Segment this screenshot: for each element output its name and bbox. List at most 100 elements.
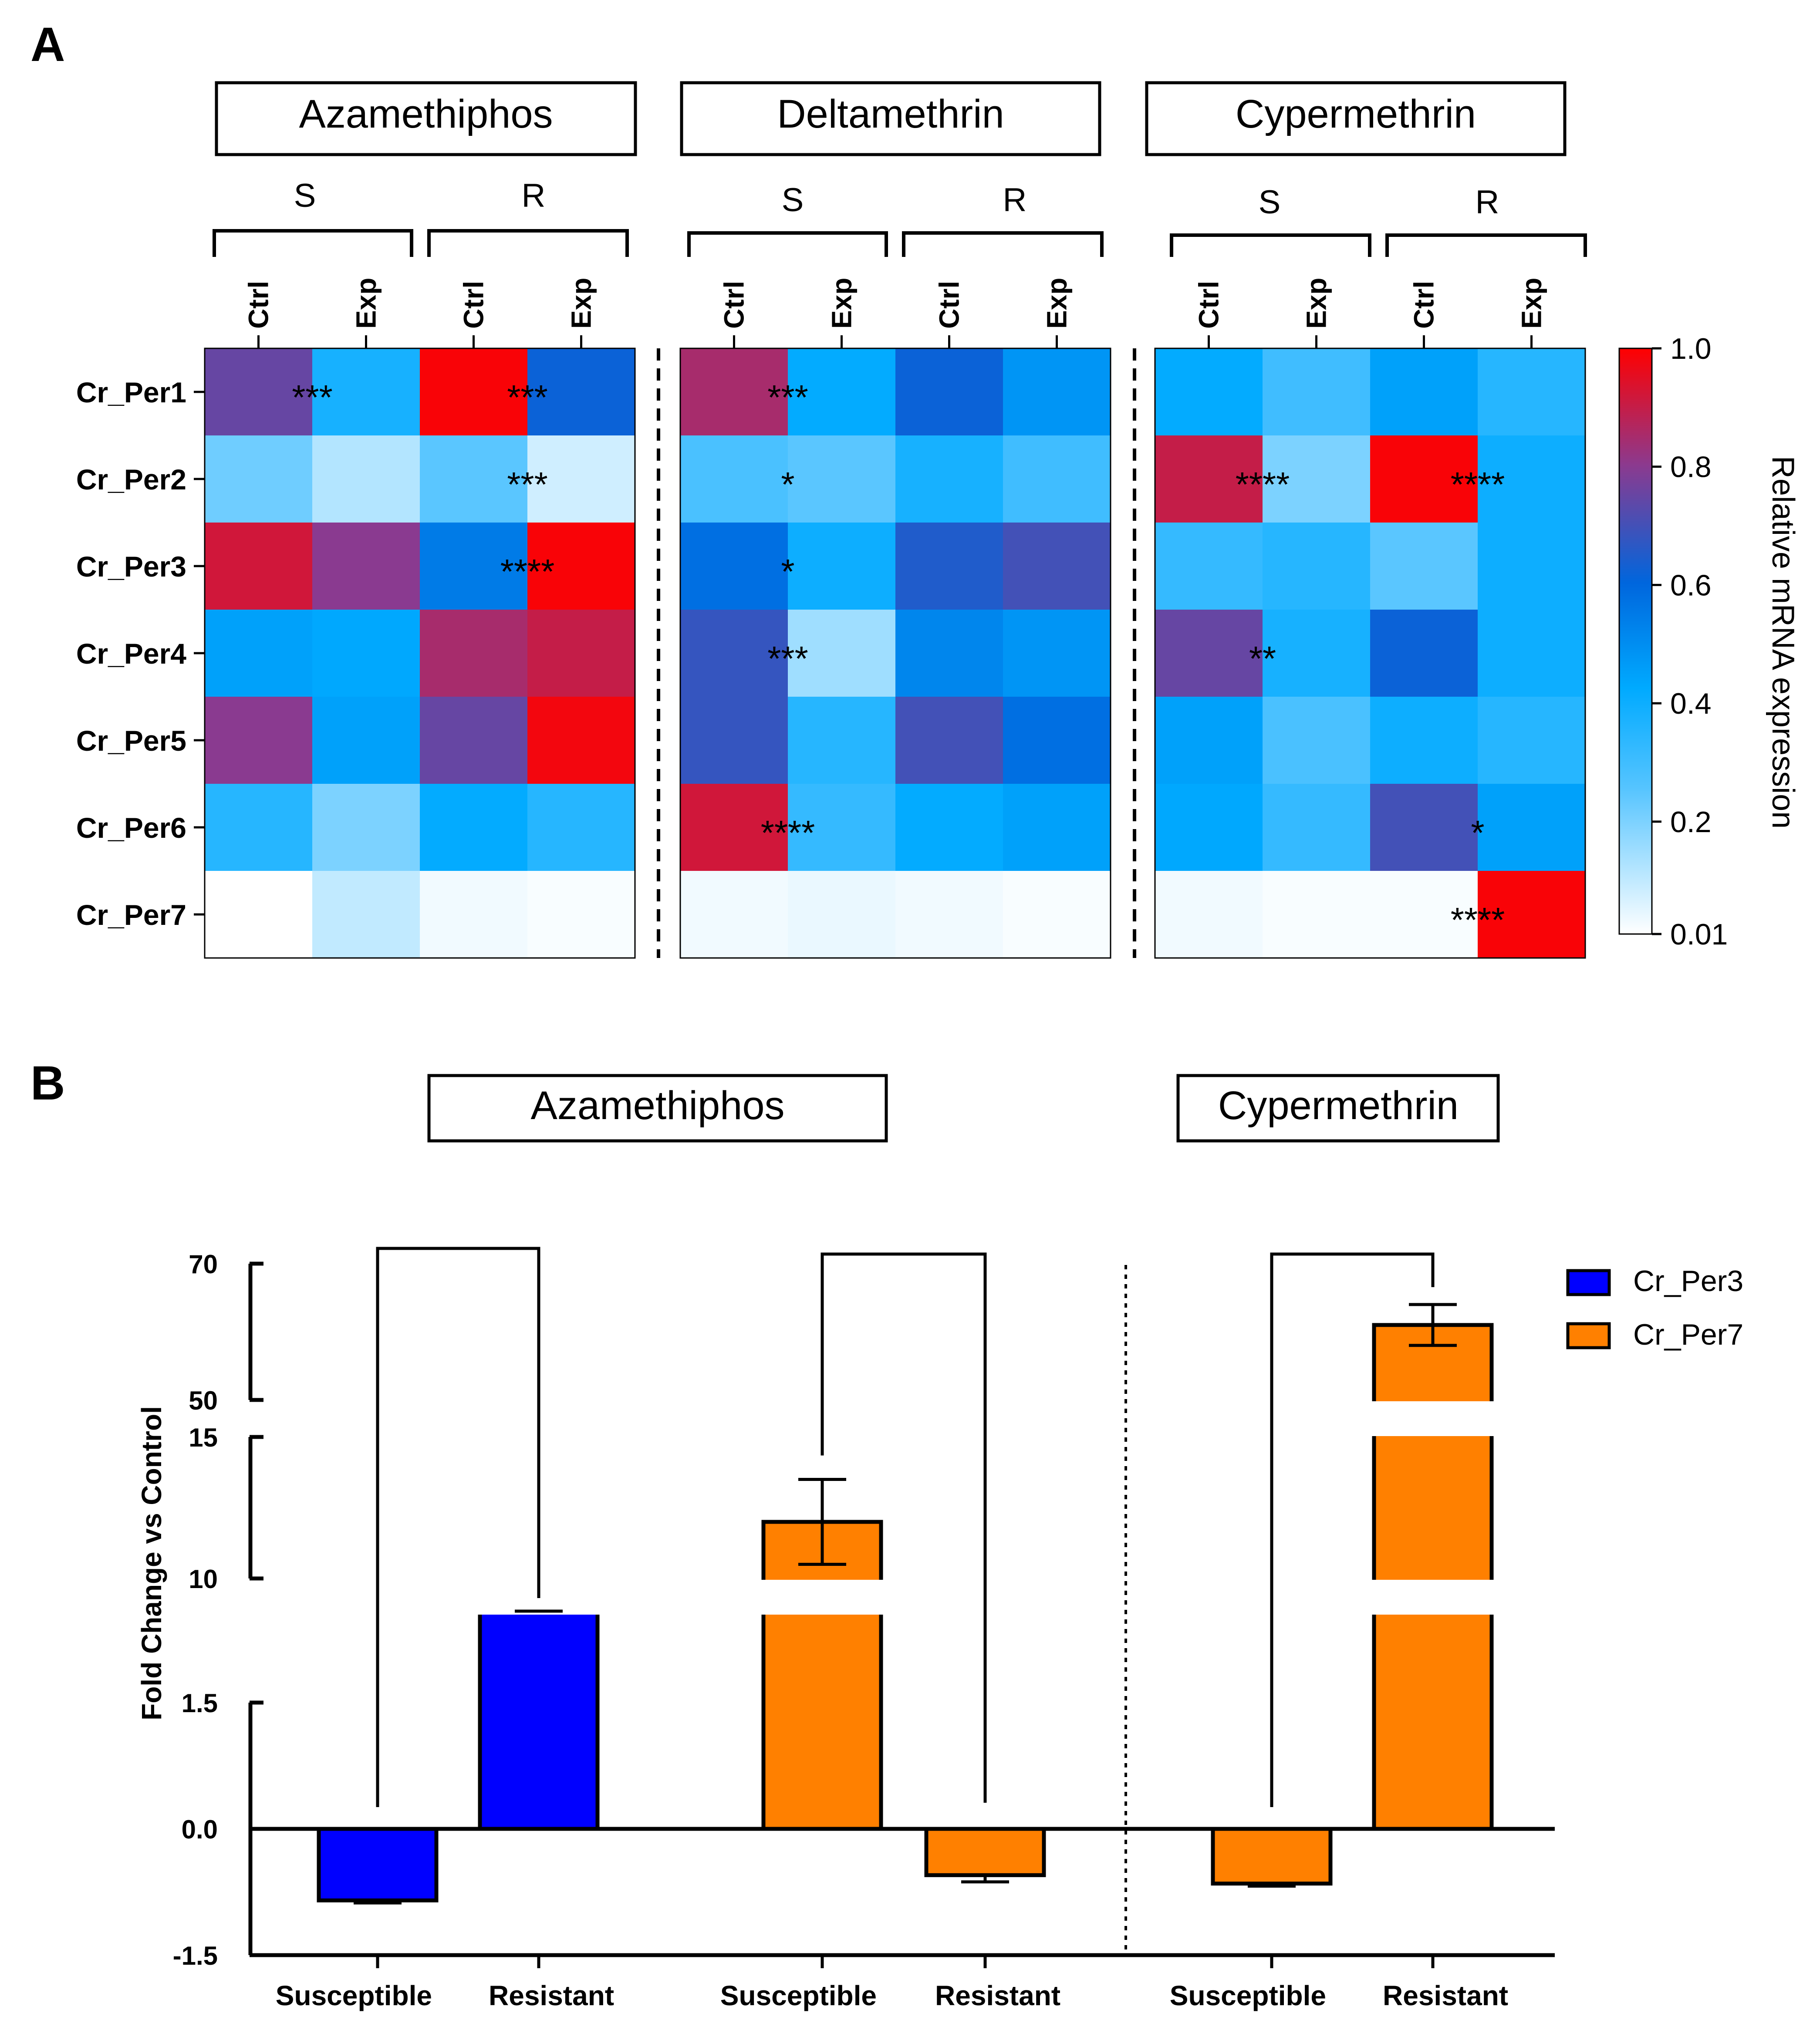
heatmap-cell xyxy=(1155,784,1263,871)
heatmap-cell xyxy=(680,784,788,871)
panel-a: A Azamethiphos Deltamethrin Cypermethrin… xyxy=(30,18,1800,959)
heatmap-cell xyxy=(205,697,313,784)
heatmap-cell xyxy=(1263,610,1371,697)
heatmap-cell xyxy=(1155,610,1263,697)
heatmap-cell xyxy=(312,523,420,610)
significance-mark: *** xyxy=(292,378,332,417)
bar xyxy=(761,1520,883,1831)
heatmap-cell xyxy=(1003,871,1111,958)
bar xyxy=(924,1827,1046,1877)
category-label: Resistant xyxy=(935,1980,1060,2011)
group-label-cypermethrin-b: Cypermethrin xyxy=(1218,1083,1459,1128)
row-label: Cr_Per1 xyxy=(76,376,186,408)
legend-label-cr-per3: Cr_Per3 xyxy=(1633,1265,1743,1298)
subgroup-bracket xyxy=(427,229,629,257)
heatmap-cell xyxy=(895,610,1003,697)
heatmap-cell xyxy=(1155,435,1263,523)
column-label: Exp xyxy=(826,278,858,329)
group-label-deltamethrin: Deltamethrin xyxy=(777,92,1004,136)
subgroup-label: R xyxy=(1476,184,1499,221)
column-label: Ctrl xyxy=(243,281,274,329)
column-label: Ctrl xyxy=(719,281,750,329)
significance-mark: **** xyxy=(1451,465,1505,504)
heatmap-cell xyxy=(527,697,635,784)
legend-label-cr-per7: Cr_Per7 xyxy=(1633,1318,1743,1351)
heatmap-cell xyxy=(680,610,788,697)
significance-mark: ** xyxy=(1249,639,1276,678)
colorbar-label: Relative mRNA expression xyxy=(1766,456,1800,829)
heatmap-cell xyxy=(420,871,528,958)
row-label: Cr_Per7 xyxy=(76,899,186,931)
category-label: Susceptible xyxy=(1170,1980,1326,2011)
y-tick-label: 0.0 xyxy=(182,1815,218,1844)
colorbar-ticks: 1.0 0.8 0.6 0.4 0.2 0.01 xyxy=(1652,332,1728,951)
heatmap-cell xyxy=(1370,435,1478,523)
heatmap-cell xyxy=(420,348,528,436)
comparison-bracket xyxy=(1270,1252,1435,1807)
heatmap-cell xyxy=(205,871,313,958)
significance-mark: * xyxy=(781,465,794,504)
category-label: Susceptible xyxy=(276,1980,432,2011)
category-label: Resistant xyxy=(1383,1980,1508,2011)
heatmap-block-border xyxy=(1154,347,1586,959)
panel-label-b: B xyxy=(30,1056,65,1110)
subgroup-bracket xyxy=(1385,233,1587,257)
group-label-azamethiphos-b: Azamethiphos xyxy=(531,1083,785,1128)
bar xyxy=(317,1827,439,1902)
group-label-azamethiphos: Azamethiphos xyxy=(299,92,553,136)
heatmap-cell xyxy=(680,697,788,784)
heatmap-cell xyxy=(895,348,1003,436)
heatmap-cell xyxy=(312,784,420,871)
heatmap-cell xyxy=(312,435,420,523)
heatmap-cell xyxy=(1370,348,1478,436)
heatmap-cell xyxy=(1370,610,1478,697)
axis-break-gap xyxy=(760,1580,885,1615)
heatmap-cell xyxy=(1155,697,1263,784)
colorbar-tick-label: 0.4 xyxy=(1670,687,1712,720)
heatmap-cell xyxy=(1263,523,1371,610)
bar-chart: -1.5 0.0 1.5 10 15 50 70 Susceptible Resistant Su… xyxy=(173,1247,1555,2011)
heatmap-cell xyxy=(895,523,1003,610)
heatmap-cell xyxy=(1370,784,1478,871)
heatmap-cell xyxy=(205,523,313,610)
column-label: Exp xyxy=(566,278,597,329)
significance-mark: *** xyxy=(767,378,808,417)
heatmap-cell xyxy=(1263,348,1371,436)
heatmap-cell xyxy=(312,697,420,784)
y-axis-label: Fold Change vs Control xyxy=(136,1406,167,1720)
significance-mark: *** xyxy=(507,465,547,504)
heatmap-block-border xyxy=(679,347,1111,959)
heatmap-cell xyxy=(788,348,896,436)
subgroup-bracket xyxy=(1170,233,1371,257)
colorbar xyxy=(1618,347,1653,935)
y-tick-label: 1.5 xyxy=(182,1689,218,1718)
axis-break-gap xyxy=(1371,1401,1495,1436)
heatmap-cell xyxy=(1263,784,1371,871)
heatmap-cell xyxy=(312,871,420,958)
subgroup-label: S xyxy=(1259,184,1281,221)
significance-mark: **** xyxy=(761,813,815,852)
heatmap-cell xyxy=(788,523,896,610)
heatmap-cell xyxy=(788,435,896,523)
group-label-cypermethrin: Cypermethrin xyxy=(1236,92,1476,136)
heatmap-cell xyxy=(1478,697,1586,784)
y-tick-label: -1.5 xyxy=(173,1941,218,1970)
subgroup-bracket xyxy=(213,229,413,257)
subgroup-label: R xyxy=(522,177,546,214)
colorbar-tick-label: 0.01 xyxy=(1670,918,1728,951)
significance-mark: * xyxy=(1471,813,1484,852)
bar xyxy=(1211,1827,1333,1886)
heatmap-cell xyxy=(1263,435,1371,523)
heatmap-cell xyxy=(680,348,788,436)
group-box-azamethiphos-b xyxy=(427,1074,888,1143)
heatmap-cell xyxy=(1263,871,1371,958)
colorbar-tick-label: 1.0 xyxy=(1670,332,1712,365)
heatmap-cell xyxy=(1478,435,1586,523)
heatmap-cell xyxy=(895,784,1003,871)
subgroup-bracket xyxy=(687,231,888,257)
heatmap-cell xyxy=(1003,610,1111,697)
category-label: Susceptible xyxy=(720,1980,877,2011)
column-label: Exp xyxy=(1301,278,1332,329)
heatmap-cell xyxy=(205,610,313,697)
